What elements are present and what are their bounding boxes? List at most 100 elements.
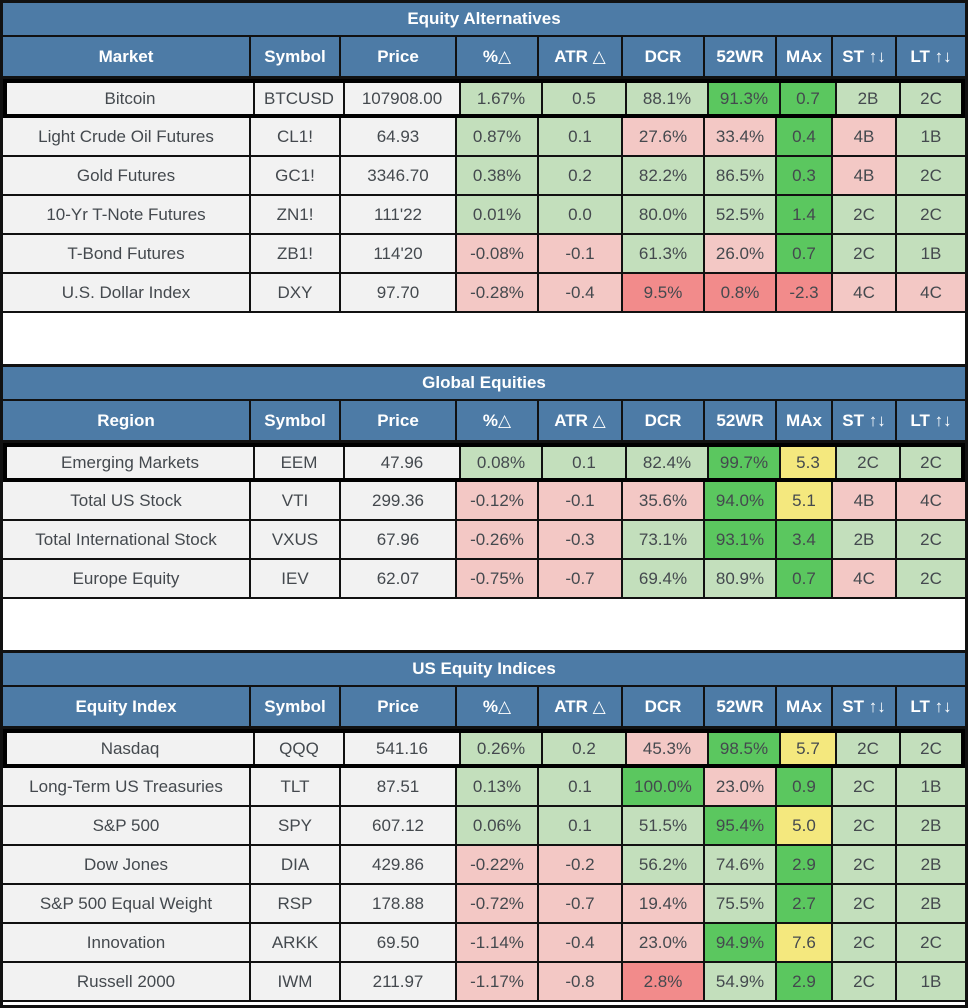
symbol-cell: ZN1!: [251, 196, 341, 233]
table-body: Emerging Markets EEM 47.96 0.08% 0.1 82.4% 99.…: [3, 443, 965, 599]
table-row-zb1[interactable]: T-Bond Futures ZB1! 114'20 -0.08% -0.1 61.3% 2…: [3, 235, 965, 274]
column-header-market: Market: [3, 37, 251, 76]
table-row-spy[interactable]: S&P 500 SPY 607.12 0.06% 0.1 51.5% 95.4% 5.0 2C 2…: [3, 807, 965, 846]
metric-cell-52wr: 98.5%: [709, 733, 781, 764]
metric-cell-max: 5.0: [777, 807, 833, 844]
metric-cell-atr: 0.1: [543, 447, 627, 478]
price-cell: 211.97: [341, 963, 457, 1000]
metric-cell-dcr: 9.5%: [623, 274, 705, 311]
symbol-cell: QQQ: [255, 733, 345, 764]
column-header-st-sort[interactable]: ST ↑↓: [833, 37, 897, 76]
table-row-tlt[interactable]: Long-Term US Treasuries TLT 87.51 0.13% 0.1 1…: [3, 768, 965, 807]
table-row-gc1[interactable]: Gold Futures GC1! 3346.70 0.38% 0.2 82.2% 86.5…: [3, 157, 965, 196]
table-row-dxy[interactable]: U.S. Dollar Index DXY 97.70 -0.28% -0.4 9.5% 0…: [3, 274, 965, 313]
table-row-dia[interactable]: Dow Jones DIA 429.86 -0.22% -0.2 56.2% 74.6% 2.…: [3, 846, 965, 885]
metric-cell-lt: 2C: [901, 447, 961, 478]
metric-cell-52wr: 99.7%: [709, 447, 781, 478]
column-header-dcr: DCR: [623, 401, 705, 440]
metric-cell-dcr: 61.3%: [623, 235, 705, 272]
metric-cell-52wr: 23.0%: [705, 768, 777, 805]
metric-cell-52wr: 91.3%: [709, 83, 781, 114]
column-header-max: MAx: [777, 37, 833, 76]
metric-cell-atr: -0.8: [539, 963, 623, 1000]
table-row-rsp[interactable]: S&P 500 Equal Weight RSP 178.88 -0.72% -0.7 1…: [3, 885, 965, 924]
metric-cell-st: 2C: [833, 196, 897, 233]
metric-cell-st: 4B: [833, 482, 897, 519]
table-title-us-equity-indices: US Equity Indices: [3, 653, 965, 687]
table-body: Nasdaq QQQ 541.16 0.26% 0.2 45.3% 98.5% 5.7 2C 2C…: [3, 729, 965, 1002]
table-equity-alternatives: Equity Alternatives Market Symbol Price %△ A…: [3, 3, 965, 313]
column-header-st-sort[interactable]: ST ↑↓: [833, 401, 897, 440]
table-row-iwm[interactable]: Russell 2000 IWM 211.97 -1.17% -0.8 2.8% 54.9%…: [3, 963, 965, 1002]
metric-cell-: 0.01%: [457, 196, 539, 233]
metric-cell-max: 0.7: [777, 235, 833, 272]
column-header-lt-sort[interactable]: LT ↑↓: [897, 37, 965, 76]
column-header-row: Market Symbol Price %△ ATR △ DCR 52WR MAx ST ↑↓ L…: [3, 37, 965, 79]
column-header-52wr: 52WR: [705, 401, 777, 440]
table-row-zn1[interactable]: 10-Yr T-Note Futures ZN1! 111'22 0.01% 0.0 80…: [3, 196, 965, 235]
metric-cell-atr: 0.1: [539, 118, 623, 155]
metric-cell-atr: 0.0: [539, 196, 623, 233]
metric-cell-max: 7.6: [777, 924, 833, 961]
symbol-cell: VTI: [251, 482, 341, 519]
table-title-equity-alternatives: Equity Alternatives: [3, 3, 965, 37]
metric-cell-lt: 1B: [897, 768, 965, 805]
table-row-vti[interactable]: Total US Stock VTI 299.36 -0.12% -0.1 35.6% 94…: [3, 482, 965, 521]
metric-cell-atr: -0.7: [539, 885, 623, 922]
price-cell: 178.88: [341, 885, 457, 922]
metric-cell-lt: 2C: [901, 733, 961, 764]
metric-cell-52wr: 0.8%: [705, 274, 777, 311]
metric-cell-lt: 2C: [897, 157, 965, 194]
table-gap: [3, 599, 965, 653]
metric-cell-: 0.06%: [457, 807, 539, 844]
metric-cell-atr: -0.1: [539, 235, 623, 272]
metric-cell-st: 2C: [833, 885, 897, 922]
column-header-price: Price: [341, 401, 457, 440]
metric-cell-52wr: 26.0%: [705, 235, 777, 272]
metric-cell-max: 5.3: [781, 447, 837, 478]
metric-cell-st: 4C: [833, 274, 897, 311]
name-cell: Emerging Markets: [7, 447, 255, 478]
metric-cell-st: 2C: [833, 768, 897, 805]
table-row-vxus[interactable]: Total International Stock VXUS 67.96 -0.26%…: [3, 521, 965, 560]
table-row-arkk[interactable]: Innovation ARKK 69.50 -1.14% -0.4 23.0% 94.9% 7…: [3, 924, 965, 963]
price-cell: 64.93: [341, 118, 457, 155]
column-header-lt-sort[interactable]: LT ↑↓: [897, 687, 965, 726]
metric-cell-max: 0.7: [777, 560, 833, 597]
column-header-max: MAx: [777, 401, 833, 440]
metric-cell-: -0.75%: [457, 560, 539, 597]
metric-cell-52wr: 54.9%: [705, 963, 777, 1000]
metric-cell-: -1.17%: [457, 963, 539, 1000]
column-header-lt-sort[interactable]: LT ↑↓: [897, 401, 965, 440]
metric-cell-: -0.26%: [457, 521, 539, 558]
column-header-: %△: [457, 401, 539, 440]
metric-cell-: 0.08%: [461, 447, 543, 478]
metric-cell-: 1.67%: [461, 83, 543, 114]
symbol-cell: ZB1!: [251, 235, 341, 272]
table-row-cl1[interactable]: Light Crude Oil Futures CL1! 64.93 0.87% 0.1…: [3, 118, 965, 157]
metric-cell-: 0.26%: [461, 733, 543, 764]
table-row-iev[interactable]: Europe Equity IEV 62.07 -0.75% -0.7 69.4% 80.9…: [3, 560, 965, 599]
metric-cell-st: 2C: [833, 846, 897, 883]
price-cell: 107908.00: [345, 83, 461, 114]
column-header-st-sort[interactable]: ST ↑↓: [833, 687, 897, 726]
metric-cell-dcr: 88.1%: [627, 83, 709, 114]
table-row-btcusd[interactable]: Bitcoin BTCUSD 107908.00 1.67% 0.5 88.1% 91.3%…: [3, 79, 965, 118]
price-cell: 429.86: [341, 846, 457, 883]
symbol-cell: DIA: [251, 846, 341, 883]
metric-cell-max: 3.4: [777, 521, 833, 558]
table-row-qqq[interactable]: Nasdaq QQQ 541.16 0.26% 0.2 45.3% 98.5% 5.7 2C 2C: [3, 729, 965, 768]
metric-cell-lt: 2B: [897, 885, 965, 922]
name-cell: Europe Equity: [3, 560, 251, 597]
name-cell: U.S. Dollar Index: [3, 274, 251, 311]
table-row-eem[interactable]: Emerging Markets EEM 47.96 0.08% 0.1 82.4% 99.…: [3, 443, 965, 482]
name-cell: 10-Yr T-Note Futures: [3, 196, 251, 233]
table-title-global-equities: Global Equities: [3, 367, 965, 401]
metric-cell-atr: -0.1: [539, 482, 623, 519]
metric-cell-dcr: 69.4%: [623, 560, 705, 597]
metric-cell-atr: -0.3: [539, 521, 623, 558]
metric-cell-lt: 4C: [897, 274, 965, 311]
symbol-cell: CL1!: [251, 118, 341, 155]
name-cell: Light Crude Oil Futures: [3, 118, 251, 155]
